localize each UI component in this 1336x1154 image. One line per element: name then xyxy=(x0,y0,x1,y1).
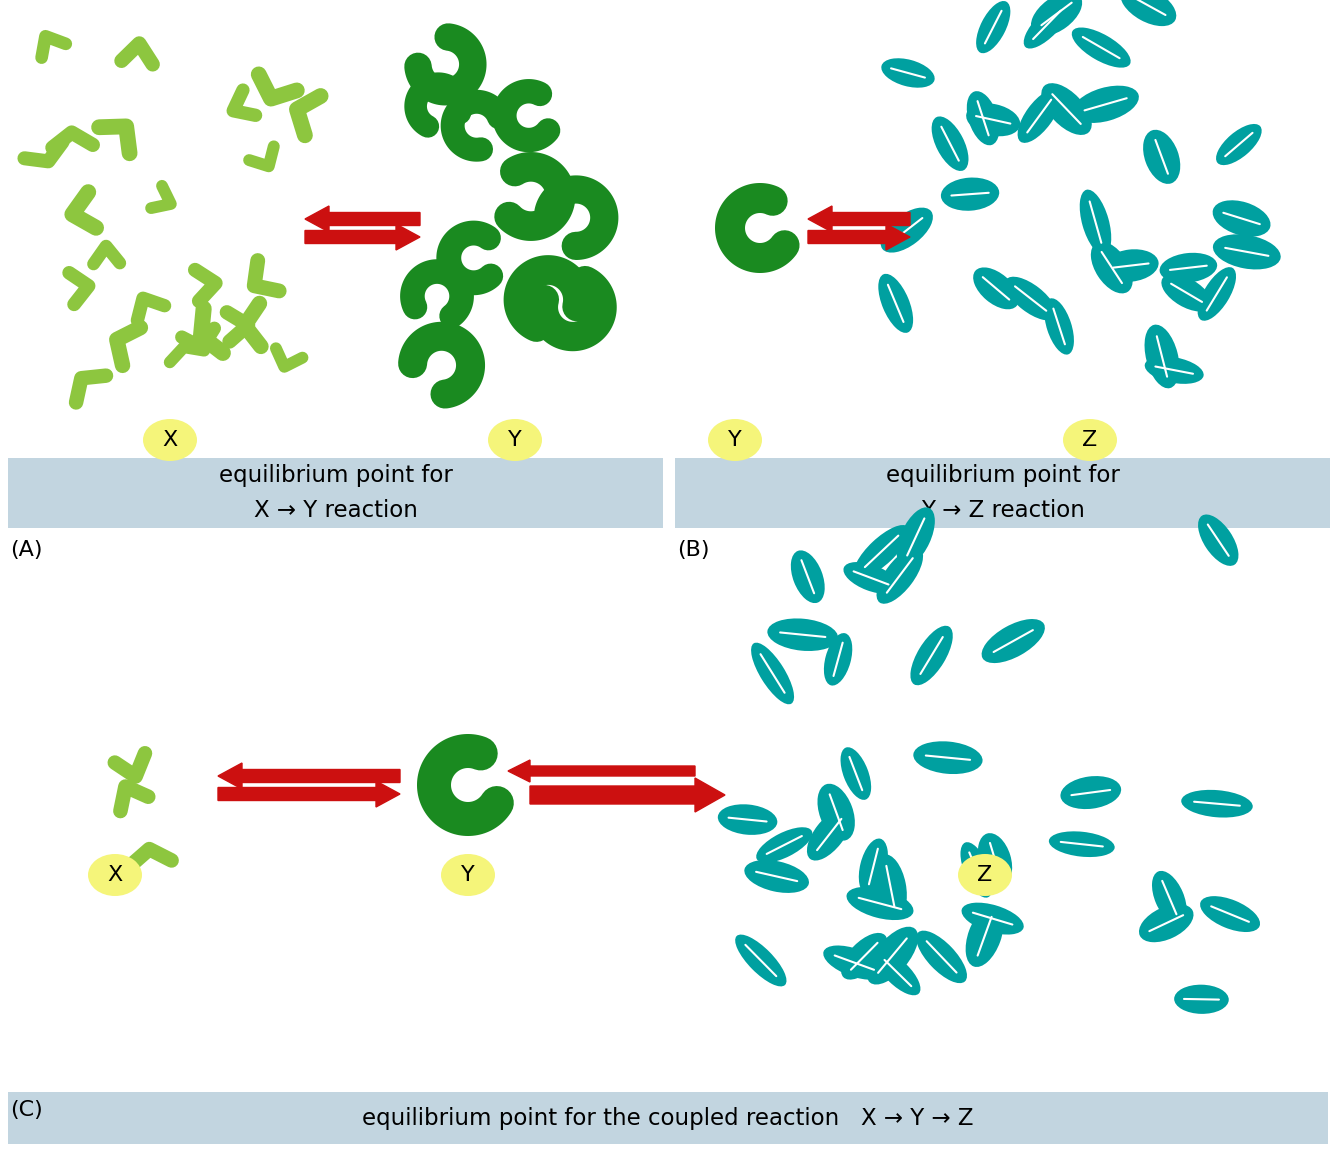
Ellipse shape xyxy=(842,932,887,980)
Text: equilibrium point for
X → Y reaction: equilibrium point for X → Y reaction xyxy=(219,464,453,523)
Ellipse shape xyxy=(1160,253,1217,283)
FancyArrow shape xyxy=(218,781,399,807)
Ellipse shape xyxy=(791,550,824,604)
Ellipse shape xyxy=(1092,241,1133,293)
Ellipse shape xyxy=(735,935,787,987)
Ellipse shape xyxy=(756,827,812,863)
Ellipse shape xyxy=(1018,89,1061,143)
Ellipse shape xyxy=(1174,984,1229,1014)
Ellipse shape xyxy=(1041,83,1092,135)
Ellipse shape xyxy=(916,930,967,983)
Ellipse shape xyxy=(1213,201,1271,237)
Ellipse shape xyxy=(859,839,888,894)
Ellipse shape xyxy=(962,902,1023,935)
FancyArrow shape xyxy=(808,224,910,250)
Ellipse shape xyxy=(961,842,993,898)
Text: Y: Y xyxy=(461,866,474,885)
FancyArrow shape xyxy=(305,224,420,250)
Text: (A): (A) xyxy=(9,540,43,560)
Ellipse shape xyxy=(966,104,1021,136)
Ellipse shape xyxy=(824,634,852,685)
Ellipse shape xyxy=(1216,123,1261,165)
Ellipse shape xyxy=(751,643,794,704)
Ellipse shape xyxy=(1140,904,1193,942)
Text: equilibrium point for the coupled reaction   X → Y → Z: equilibrium point for the coupled reacti… xyxy=(362,1107,974,1130)
Ellipse shape xyxy=(88,854,142,896)
Text: Z: Z xyxy=(1082,430,1098,450)
FancyArrow shape xyxy=(218,763,399,789)
Text: X: X xyxy=(163,430,178,450)
Ellipse shape xyxy=(854,525,910,578)
Ellipse shape xyxy=(708,419,762,460)
Ellipse shape xyxy=(1144,129,1180,183)
Ellipse shape xyxy=(744,860,810,893)
Ellipse shape xyxy=(1063,419,1117,460)
Ellipse shape xyxy=(878,273,912,332)
Bar xyxy=(675,458,1331,529)
Text: (C): (C) xyxy=(9,1100,43,1121)
Ellipse shape xyxy=(1145,357,1204,384)
Ellipse shape xyxy=(441,854,496,896)
Ellipse shape xyxy=(143,419,196,460)
Ellipse shape xyxy=(1161,275,1212,312)
Bar xyxy=(8,1092,1328,1144)
Bar xyxy=(8,458,663,529)
Ellipse shape xyxy=(1121,0,1176,27)
Ellipse shape xyxy=(875,951,921,995)
FancyArrow shape xyxy=(530,778,725,812)
FancyArrow shape xyxy=(305,207,420,232)
Ellipse shape xyxy=(880,208,933,253)
Ellipse shape xyxy=(1200,897,1260,932)
Ellipse shape xyxy=(977,1,1010,53)
Text: Z: Z xyxy=(978,866,993,885)
Ellipse shape xyxy=(1049,831,1114,857)
Ellipse shape xyxy=(978,833,1013,886)
Text: X: X xyxy=(107,866,123,885)
Ellipse shape xyxy=(958,854,1011,896)
Ellipse shape xyxy=(1073,85,1138,123)
Ellipse shape xyxy=(488,419,542,460)
Text: Y: Y xyxy=(728,430,741,450)
Ellipse shape xyxy=(1079,189,1112,255)
FancyArrow shape xyxy=(808,207,910,232)
Ellipse shape xyxy=(931,117,969,171)
Ellipse shape xyxy=(767,619,838,651)
Ellipse shape xyxy=(1023,1,1070,48)
Ellipse shape xyxy=(818,784,855,840)
Ellipse shape xyxy=(941,178,999,211)
FancyArrow shape xyxy=(508,760,695,782)
Ellipse shape xyxy=(867,927,918,984)
Ellipse shape xyxy=(847,887,914,920)
Text: Y: Y xyxy=(508,430,522,450)
Ellipse shape xyxy=(1181,789,1253,817)
Ellipse shape xyxy=(840,747,871,800)
Ellipse shape xyxy=(966,906,1003,967)
Ellipse shape xyxy=(910,625,953,685)
Ellipse shape xyxy=(1061,775,1121,809)
Ellipse shape xyxy=(1045,298,1074,354)
Ellipse shape xyxy=(1197,267,1236,321)
Ellipse shape xyxy=(1104,249,1158,282)
Ellipse shape xyxy=(1198,515,1238,565)
Ellipse shape xyxy=(967,91,999,145)
Ellipse shape xyxy=(874,854,907,917)
Ellipse shape xyxy=(717,804,778,834)
Ellipse shape xyxy=(1005,277,1057,321)
Ellipse shape xyxy=(1152,871,1186,924)
Ellipse shape xyxy=(1031,0,1082,36)
Ellipse shape xyxy=(876,547,923,604)
Ellipse shape xyxy=(914,741,982,774)
Text: (B): (B) xyxy=(677,540,709,560)
Ellipse shape xyxy=(1145,324,1180,388)
Ellipse shape xyxy=(1213,234,1281,269)
Ellipse shape xyxy=(807,809,851,861)
Ellipse shape xyxy=(823,945,886,980)
Ellipse shape xyxy=(896,508,935,567)
Ellipse shape xyxy=(843,562,899,594)
Ellipse shape xyxy=(982,619,1045,664)
Ellipse shape xyxy=(973,268,1019,309)
Text: equilibrium point for
Y → Z reaction: equilibrium point for Y → Z reaction xyxy=(886,464,1120,523)
Ellipse shape xyxy=(882,58,935,88)
Ellipse shape xyxy=(1071,28,1130,68)
